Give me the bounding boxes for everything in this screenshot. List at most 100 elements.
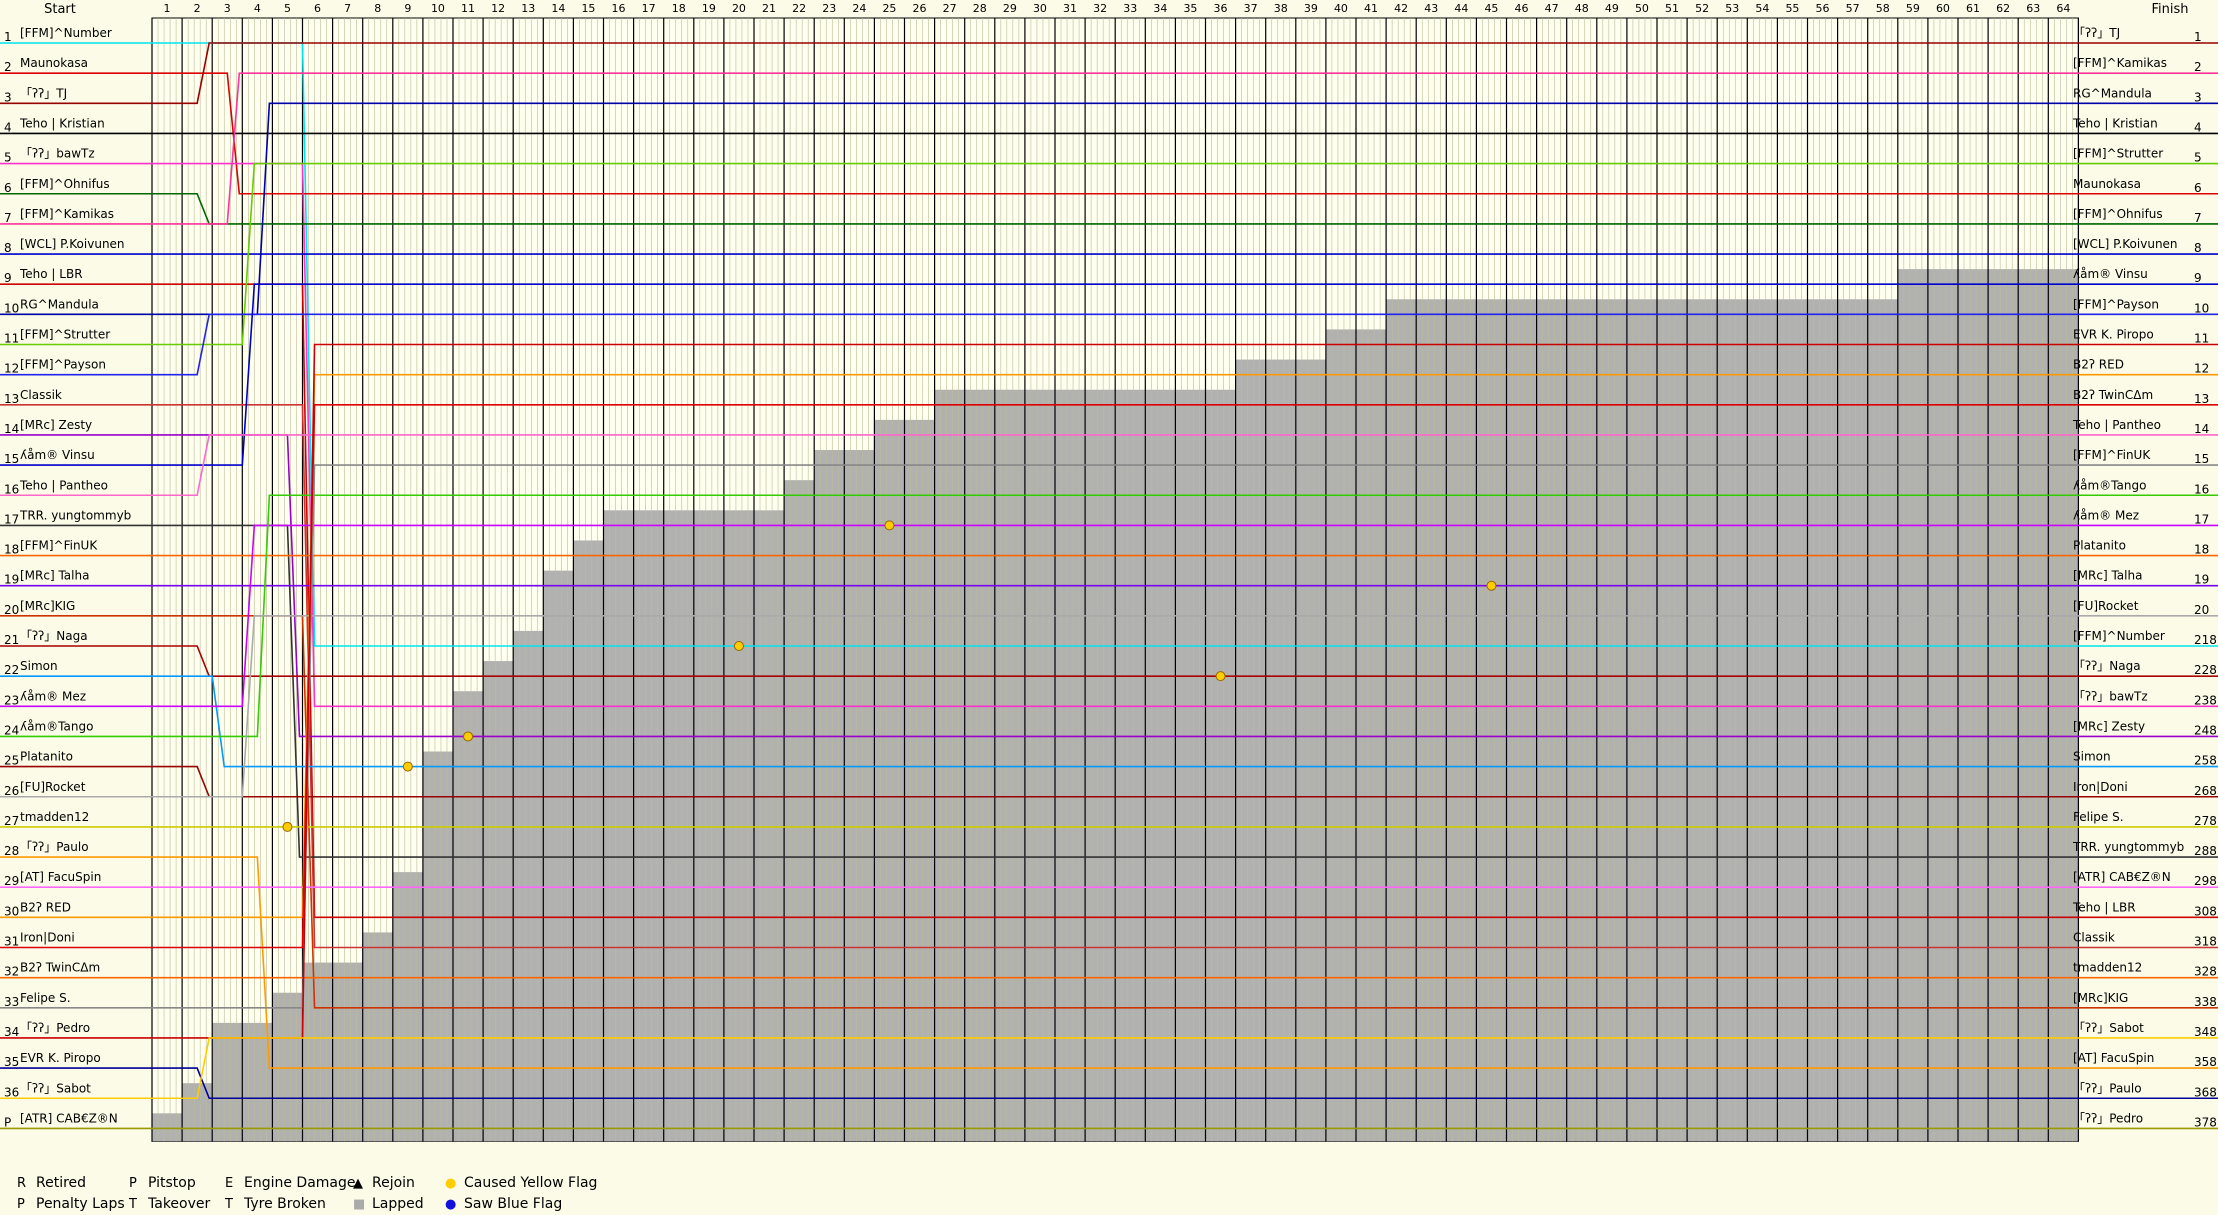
start-position-label: 22: [4, 663, 19, 677]
lapped-block: [693, 510, 724, 1142]
lap-number-label: 49: [1605, 2, 1619, 15]
finish-position-label: 248: [2194, 723, 2217, 737]
legend-symbol: R: [17, 1176, 26, 1191]
finish-position-label: 3: [2194, 90, 2202, 104]
finish-position-label: 16: [2194, 482, 2209, 496]
start-driver-name: ʎåm® Vinsu: [20, 448, 95, 462]
finish-position-label: 5: [2194, 151, 2202, 165]
start-position-label: 2: [4, 60, 12, 74]
driver-line: [0, 494, 2218, 738]
finish-driver-name: tmadden12: [2073, 961, 2142, 975]
finish-position-label: 258: [2194, 754, 2217, 768]
lapped-block: [603, 510, 634, 1142]
lapped-block: [1837, 299, 1868, 1142]
finish-driver-name: [MRc] Zesty: [2073, 719, 2145, 733]
finish-driver-name: Maunokasa: [2073, 177, 2141, 191]
finish-driver-name: Felipe S.: [2073, 810, 2124, 824]
lap-number-label: 33: [1123, 2, 1137, 15]
lap-number-label: 25: [882, 2, 896, 15]
lap-number-label: 13: [521, 2, 535, 15]
lap-number-label: 59: [1906, 2, 1920, 15]
start-driver-name: Platanito: [20, 750, 73, 764]
lapped-block: [2018, 269, 2049, 1142]
lapped-block: [1958, 269, 1989, 1142]
start-position-label: 29: [4, 874, 19, 888]
legend-label: Tyre Broken: [243, 1196, 326, 1212]
legend-symbol: T: [224, 1197, 233, 1212]
finish-driver-name: [ATR] CAB€Z®N: [2073, 870, 2171, 884]
lapped-block: [1446, 299, 1477, 1142]
grid-lines: [151, 18, 2079, 1142]
start-position-label: 25: [4, 754, 19, 768]
finish-driver-name: TRR. yungtommyb: [2072, 840, 2184, 854]
lapped-block: [934, 389, 965, 1142]
lapped-block: [212, 1022, 243, 1142]
legend-label: Takeover: [147, 1196, 210, 1212]
finish-driver-name: 「ʔʔ」TJ: [2073, 26, 2120, 40]
lap-number-label: 63: [2026, 2, 2040, 15]
lapped-block: [1205, 389, 1236, 1142]
lap-number-label: 9: [404, 2, 411, 15]
finish-driver-name: [FU]Rocket: [2073, 599, 2139, 613]
finish-driver-name: [FFM]^FinUK: [2073, 448, 2151, 462]
start-position-label: 18: [4, 543, 19, 557]
start-position-label: 7: [4, 211, 12, 225]
lapped-block: [663, 510, 694, 1142]
finish-driver-name: [FFM]^Ohnifus: [2073, 207, 2163, 221]
start-position-label: 12: [4, 362, 19, 376]
start-position-label: 11: [4, 332, 19, 346]
lap-number-label: 40: [1334, 2, 1348, 15]
start-driver-name: Iron|Doni: [20, 931, 75, 945]
lapped-block: [182, 1083, 213, 1142]
start-driver-name: [FU]Rocket: [20, 780, 86, 794]
lap-number-label: 56: [1816, 2, 1830, 15]
start-driver-name: Felipe S.: [20, 991, 71, 1005]
finish-position-label: 328: [2194, 965, 2217, 979]
lapped-block: [1055, 389, 1086, 1142]
start-position-label: 9: [4, 271, 12, 285]
start-driver-name: Classik: [20, 388, 62, 402]
start-driver-name: 「ʔʔ」bawTz: [20, 147, 95, 161]
lapped-block: [1687, 299, 1718, 1142]
finish-driver-name: B2ʔ RED: [2073, 358, 2124, 372]
lapped-block: [1626, 299, 1657, 1142]
finish-header: Finish: [2151, 2, 2188, 17]
start-driver-name: B2ʔ RED: [20, 900, 71, 914]
lap-number-label: 4: [254, 2, 261, 15]
lap-number-label: 26: [913, 2, 927, 15]
lapped-block: [1777, 299, 1808, 1142]
finish-driver-name: 「ʔʔ」Pedro: [2073, 1111, 2143, 1125]
start-driver-name: Teho | LBR: [19, 267, 83, 281]
finish-driver-name: [FFM]^Strutter: [2073, 147, 2163, 161]
lapped-block: [1325, 329, 1356, 1142]
lapped-block: [754, 510, 785, 1142]
start-position-label: 21: [4, 633, 19, 647]
lap-number-label: 35: [1183, 2, 1197, 15]
start-driver-name: tmadden12: [20, 810, 89, 824]
driver-line: [0, 313, 2218, 376]
driver-line: [0, 72, 2218, 225]
finish-driver-name: B2ʔ TwinCΔm: [2073, 388, 2153, 402]
start-driver-name: [FFM]^FinUK: [20, 539, 98, 553]
start-driver-name: ʎåm® Mez: [20, 689, 86, 703]
lap-number-label: 57: [1846, 2, 1860, 15]
lapped-block: [392, 872, 423, 1142]
lap-number-label: 17: [642, 2, 656, 15]
driver-line: [0, 856, 2218, 1069]
start-driver-name: [WCL] P.Koivunen: [20, 237, 125, 251]
start-position-label: 14: [4, 422, 19, 436]
finish-position-label: 268: [2194, 784, 2217, 798]
driver-line: [0, 283, 2218, 466]
driver-line: [0, 524, 2218, 708]
lap-number-label: 6: [314, 2, 321, 15]
legend-label: Retired: [36, 1175, 86, 1191]
lapped-block: [1596, 299, 1627, 1142]
lapped-block: [483, 661, 514, 1142]
finish-position-label: 338: [2194, 995, 2217, 1009]
start-driver-name: B2ʔ TwinCΔm: [20, 961, 100, 975]
finish-position-label: 348: [2194, 1025, 2217, 1039]
legend-label: Engine Damage: [244, 1175, 356, 1191]
start-position-label: 35: [4, 1055, 19, 1069]
start-driver-name: EVR K. Piropo: [20, 1051, 101, 1065]
legend: R Retired P Pitstop E Engine Damage▲ Rejoin ● Ca…: [17, 1175, 597, 1212]
